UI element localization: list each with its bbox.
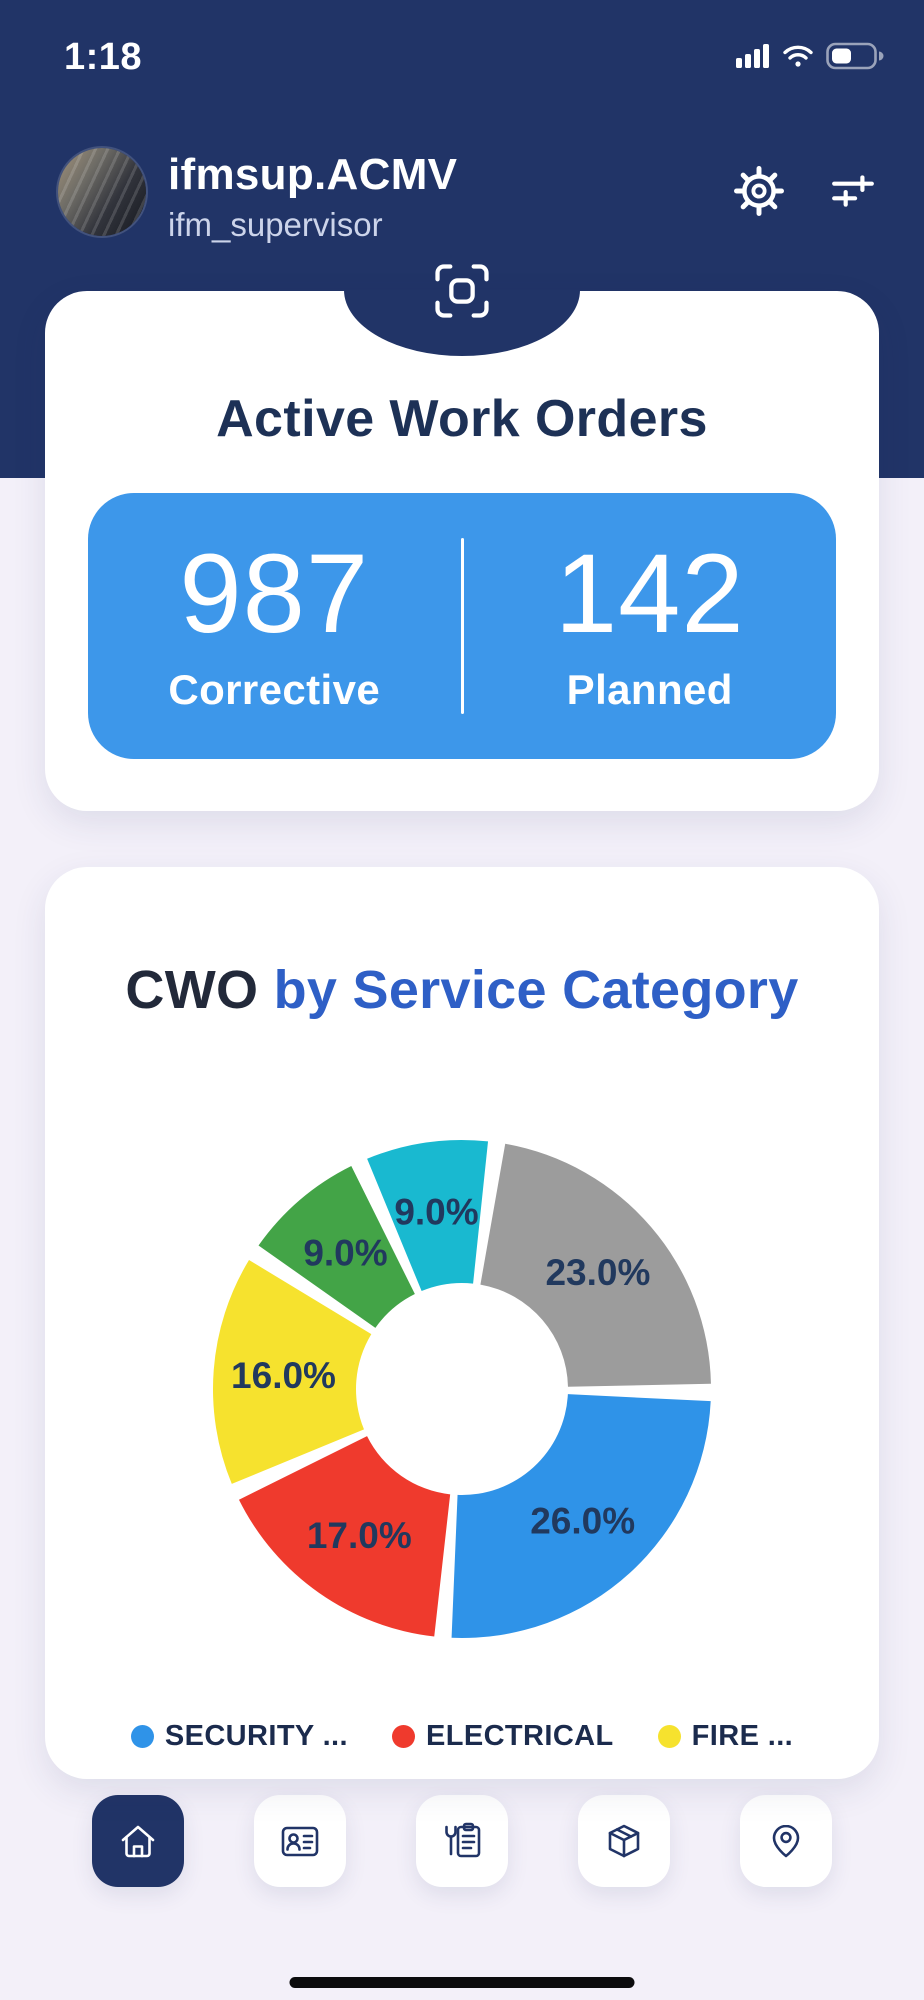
legend-label: FIRE ... <box>691 1720 794 1752</box>
profile-role: ifm_supervisor <box>168 206 383 243</box>
home-indicator[interactable] <box>289 1977 635 1988</box>
nav-locations-button[interactable] <box>740 1795 832 1887</box>
status-time: 1:18 <box>64 36 143 78</box>
status-icons <box>736 42 886 70</box>
wifi-icon <box>783 45 813 67</box>
legend-dot <box>657 1725 681 1748</box>
legend-dot <box>391 1725 415 1748</box>
chart-title-cwo: CWO <box>125 960 259 1020</box>
corrective-count: 987 <box>179 531 370 656</box>
nav-assets-button[interactable] <box>578 1795 670 1887</box>
avatar[interactable] <box>58 148 146 236</box>
technician-badge-icon <box>281 1826 319 1857</box>
legend-item-electrical[interactable]: ELECTRICAL <box>391 1720 614 1753</box>
location-pin-icon <box>772 1824 800 1858</box>
slice-percentage-label: 16.0% <box>231 1355 336 1396</box>
active-work-orders-card: Active Work Orders 987 Corrective 142 Pl… <box>45 291 879 811</box>
filter-button[interactable] <box>830 174 876 208</box>
chart-title-category: by Service Category <box>258 960 799 1020</box>
chart-legend: SECURITY ... ELECTRICAL FIRE ... <box>45 1720 879 1753</box>
nav-home-button[interactable] <box>92 1795 184 1887</box>
donut-slice[interactable] <box>258 1165 415 1328</box>
planned-count: 142 <box>554 531 745 656</box>
home-icon <box>121 1825 155 1858</box>
package-cube-icon <box>608 1824 640 1858</box>
profile-header: ifmsup.ACMV ifm_supervisor <box>0 148 924 243</box>
legend-item-security[interactable]: SECURITY ... <box>130 1720 348 1753</box>
donut-chart: 23.0% 26.0% 17.0% 16.0% 9.0%9.0% <box>212 1139 711 1638</box>
slice-percentage-label: 17.0% <box>307 1515 412 1556</box>
header-actions <box>732 164 876 218</box>
legend-item-fire[interactable]: FIRE ... <box>657 1720 794 1753</box>
donut-slice[interactable] <box>451 1394 711 1638</box>
wrench-clipboard-icon <box>445 1822 481 1858</box>
corrective-stat[interactable]: 987 Corrective <box>88 538 461 714</box>
legend-dot <box>130 1725 154 1748</box>
legend-label: ELECTRICAL <box>425 1720 614 1752</box>
bottom-nav <box>0 1795 924 1887</box>
slice-percentage-label: 26.0% <box>530 1501 635 1542</box>
work-orders-stat-panel: 987 Corrective 142 Planned <box>88 493 836 759</box>
status-bar: 1:18 <box>0 34 924 84</box>
filter-icon <box>832 175 874 207</box>
cwo-chart-card: CWO by Service Category 23.0% 26.0% 17.0% 1… <box>45 867 879 1779</box>
donut-slice[interactable] <box>238 1436 451 1637</box>
slice-percentage-label: 9.0% <box>303 1233 387 1274</box>
planned-label: Planned <box>566 666 733 713</box>
donut-slice[interactable] <box>212 1260 372 1484</box>
scan-button[interactable] <box>429 258 495 324</box>
stat-divider <box>460 538 464 714</box>
settings-button[interactable] <box>732 164 786 218</box>
scan-icon <box>435 264 489 318</box>
profile-text: ifmsup.ACMV ifm_supervisor <box>168 150 457 244</box>
battery-icon <box>826 42 884 70</box>
legend-label: SECURITY ... <box>164 1720 348 1752</box>
active-work-orders-title: Active Work Orders <box>216 390 708 448</box>
gear-icon <box>734 166 784 216</box>
corrective-label: Corrective <box>168 666 381 713</box>
donut-slice[interactable] <box>480 1143 711 1387</box>
signal-bars-icon <box>736 44 769 68</box>
donut-chart-area: 23.0% 26.0% 17.0% 16.0% 9.0% 9.0% <box>202 1129 722 1649</box>
donut-slice[interactable] <box>367 1139 489 1291</box>
slice-percentage-label: 23.0% <box>545 1252 650 1293</box>
profile-name: ifmsup.ACMV <box>168 150 458 199</box>
planned-stat[interactable]: 142 Planned <box>464 538 837 714</box>
nav-work-tools-button[interactable] <box>416 1795 508 1887</box>
slice-percentage-label: 9.0% <box>394 1191 478 1232</box>
nav-technicians-button[interactable] <box>254 1795 346 1887</box>
chart-title: CWO by Service Category <box>45 959 879 1021</box>
